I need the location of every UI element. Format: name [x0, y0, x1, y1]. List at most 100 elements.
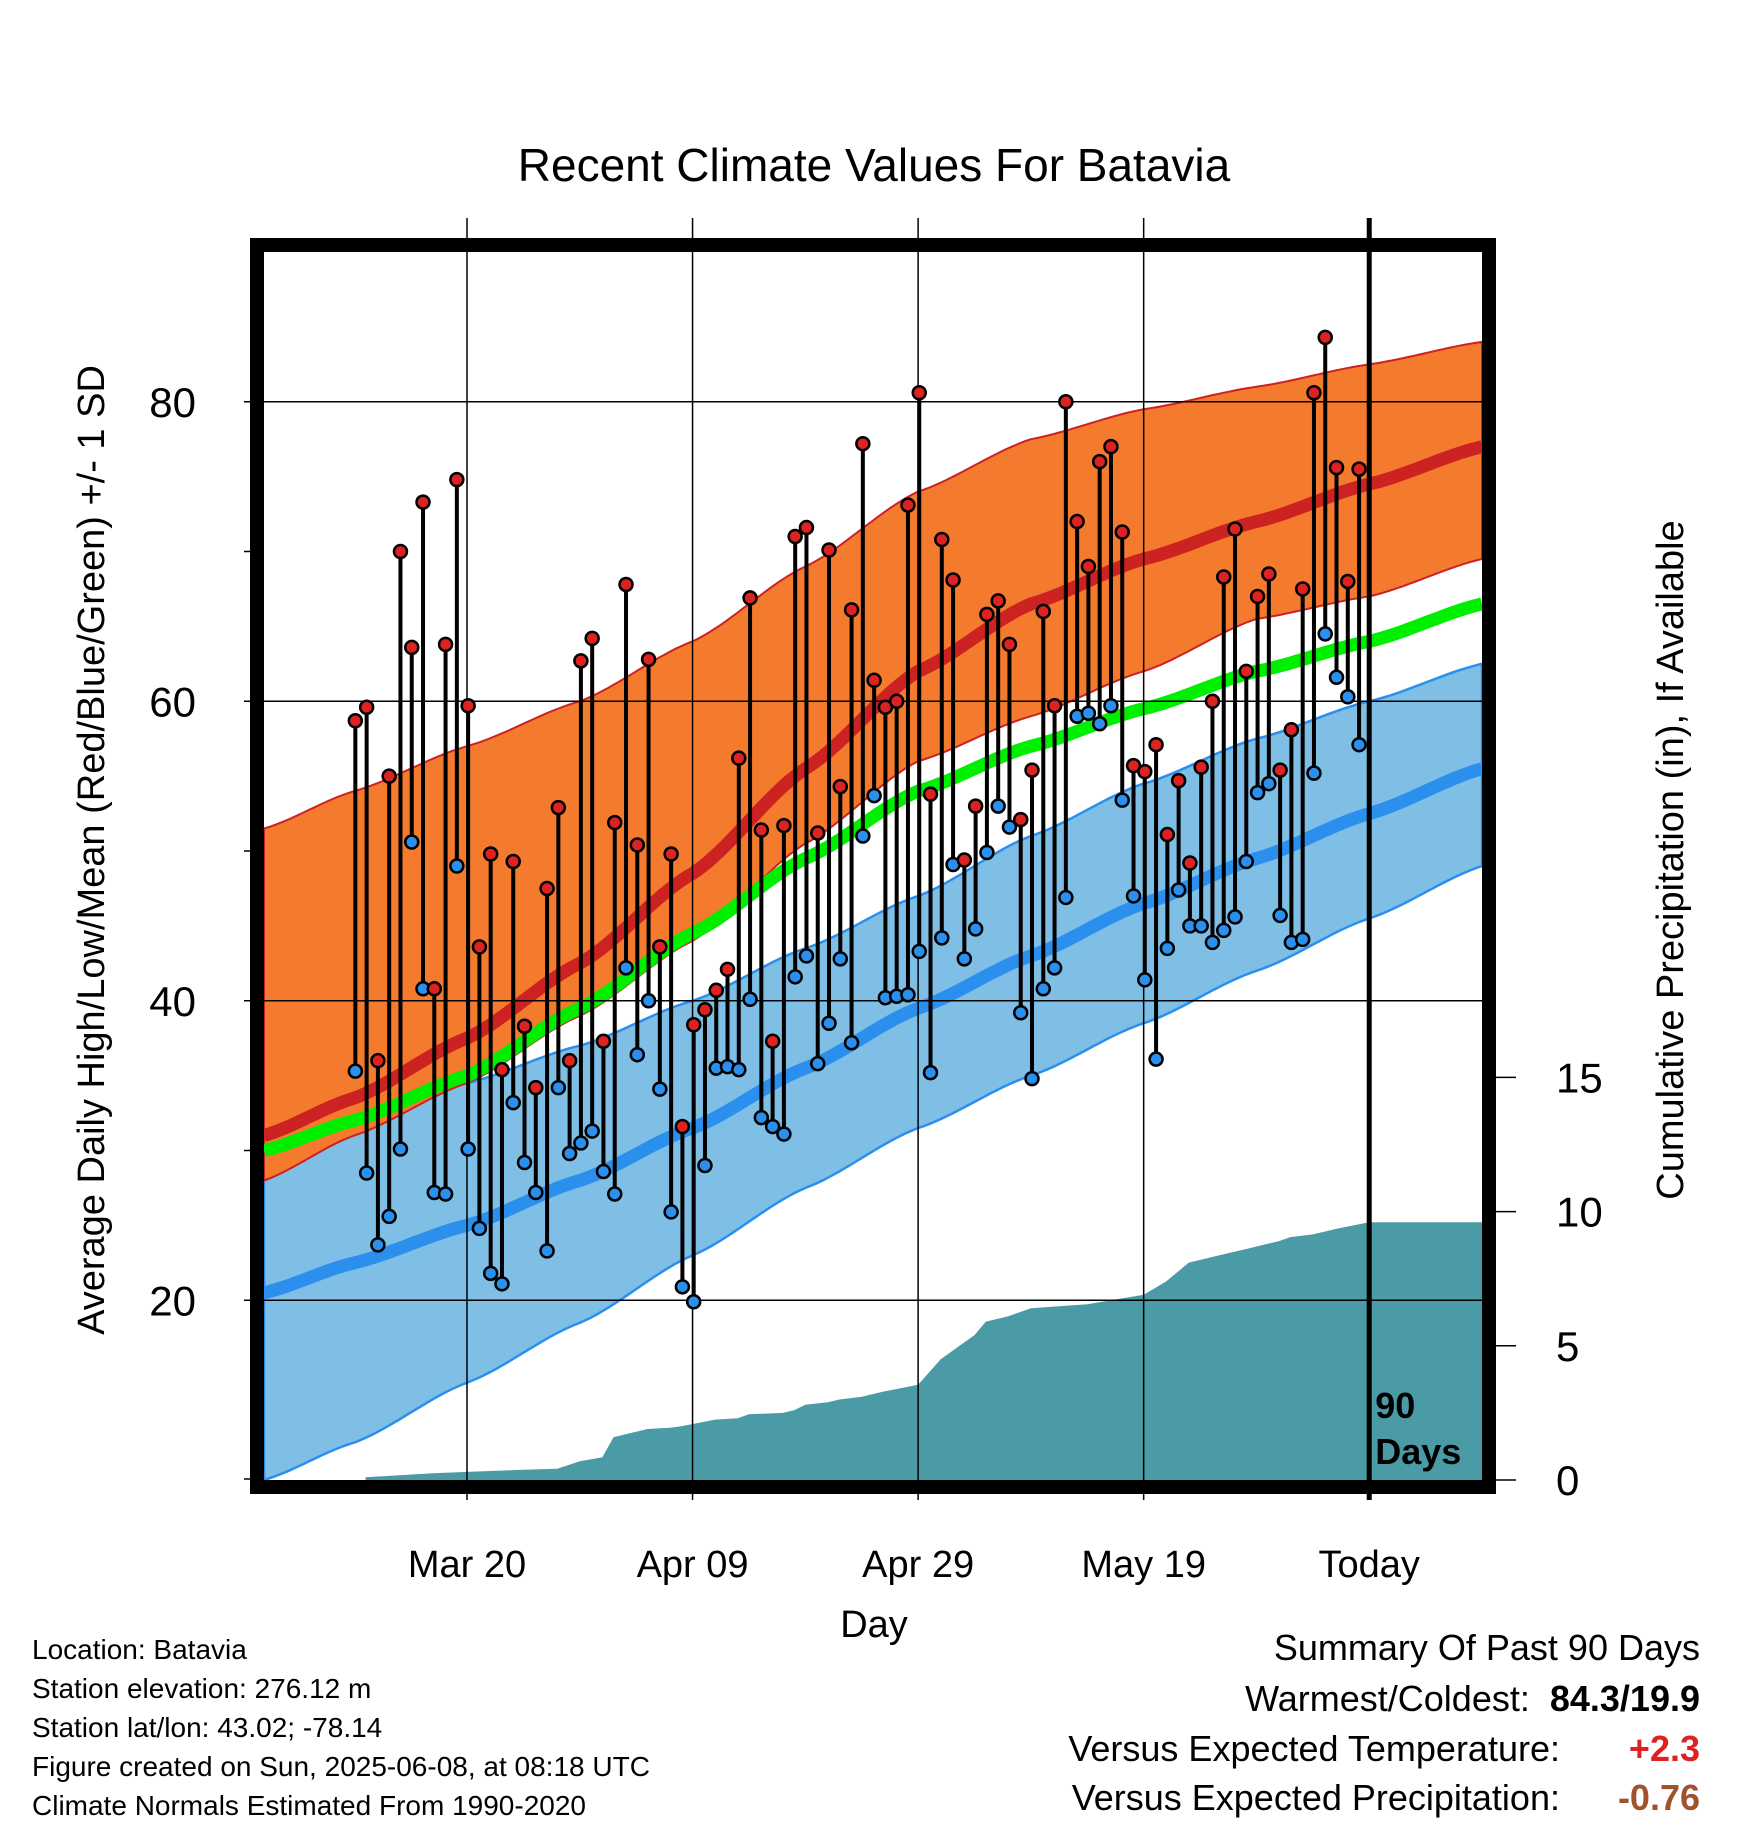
daily-high-point [821, 542, 837, 558]
daily-high-point [753, 822, 770, 838]
summary-temp-label: Versus Expected Temperature: [1068, 1728, 1560, 1769]
info-elevation: Station elevation: 276.12 m [32, 1673, 372, 1704]
chart-title: Recent Climate Values For Batavia [518, 139, 1231, 191]
daily-high-point [584, 630, 600, 647]
daily-high-point [900, 497, 916, 513]
daily-high-point [1238, 663, 1255, 680]
daily-low-point [584, 1123, 600, 1139]
daily-high-point [1080, 558, 1097, 575]
daily-high-point [776, 817, 792, 834]
daily-high-point [494, 1061, 510, 1078]
daily-low-point [764, 1118, 781, 1135]
daily-low-point [663, 1204, 679, 1220]
daily-low-point [505, 1094, 521, 1111]
daily-high-point [798, 519, 815, 536]
y2-axis-label: Cumulative Precipitation (in), If Availa… [1650, 520, 1692, 1199]
daily-low-point [1058, 889, 1074, 906]
x-tick-label: May 19 [1081, 1544, 1206, 1586]
daily-low-point [697, 1157, 713, 1174]
daily-high-point [505, 853, 521, 870]
daily-high-point [990, 593, 1006, 609]
daily-low-point [1249, 784, 1266, 801]
daily-high-point [1294, 581, 1311, 597]
y-tick-label: 40 [149, 978, 196, 1025]
daily-low-point [618, 960, 634, 976]
daily-high-point [595, 1033, 612, 1049]
daily-low-point [1001, 819, 1018, 835]
summary-warmest-label: Warmest/Coldest: [1245, 1678, 1530, 1719]
daily-low-point [573, 1135, 589, 1151]
daily-low-point [370, 1237, 386, 1253]
daily-high-point [370, 1052, 386, 1069]
daily-low-point [550, 1079, 567, 1096]
daily-low-point [629, 1046, 646, 1063]
x-tick-label: Today [1319, 1544, 1420, 1586]
daily-high-point [1351, 461, 1367, 477]
daily-high-point [866, 672, 882, 689]
daily-high-point [1272, 762, 1288, 778]
daily-low-point [1317, 626, 1333, 642]
daily-low-point [460, 1141, 476, 1157]
summary-warmest-row: Warmest/Coldest: 84.3/19.9 [1245, 1678, 1700, 1720]
daily-high-point [561, 1052, 578, 1069]
summary-title: Summary Of Past 90 Days [1273, 1627, 1700, 1668]
y-axis-label: Average Daily High/Low/Mean (Red/Blue/Gr… [71, 365, 113, 1335]
daily-high-point [471, 939, 488, 955]
daily-low-point [358, 1165, 375, 1181]
daily-high-point [1159, 826, 1176, 843]
info-location: Location: Batavia [32, 1634, 247, 1665]
daily-high-point [528, 1079, 544, 1096]
daily-high-point [539, 880, 555, 897]
daily-high-point [979, 606, 995, 623]
y2-tick-label: 10 [1556, 1189, 1603, 1236]
daily-high-point [674, 1118, 691, 1135]
daily-low-point [1159, 940, 1176, 957]
daily-low-point [1137, 972, 1153, 988]
daily-low-point [494, 1276, 510, 1292]
daily-low-point [900, 987, 916, 1003]
daily-low-point [843, 1034, 860, 1051]
daily-high-point [1227, 521, 1243, 537]
summary-precip-label: Versus Expected Precipitation: [1071, 1777, 1560, 1818]
daily-high-point [764, 1033, 781, 1049]
precip-area [365, 1222, 1482, 1480]
daily-low-point [640, 993, 657, 1009]
daily-high-point [1012, 811, 1029, 828]
daily-low-point [539, 1243, 555, 1259]
daily-low-point [1114, 792, 1130, 808]
daily-low-point [347, 1063, 364, 1079]
daily-high-point [652, 939, 668, 955]
summary-warmest-value: 84.3/19.9 [1549, 1678, 1700, 1719]
daily-low-point [832, 951, 849, 967]
daily-high-point [945, 572, 961, 588]
daily-low-point [809, 1055, 826, 1072]
daily-low-point [979, 844, 995, 861]
daily-high-point [888, 693, 905, 710]
daily-low-point [855, 828, 871, 844]
daily-high-point [967, 798, 984, 814]
daily-low-point [990, 798, 1006, 814]
daily-low-point [934, 930, 950, 946]
daily-low-point [742, 991, 758, 1008]
info-normals: Climate Normals Estimated From 1990-2020 [32, 1790, 586, 1821]
daily-high-point [1069, 513, 1085, 530]
daily-high-point [1283, 721, 1300, 738]
daily-high-point [1182, 855, 1198, 871]
daily-low-point [561, 1145, 578, 1162]
daily-low-point [776, 1126, 792, 1142]
daily-high-point [663, 846, 679, 862]
daily-high-point [550, 799, 567, 816]
daily-high-point [787, 528, 803, 545]
daily-low-point [1170, 882, 1187, 898]
daily-low-point [437, 1186, 454, 1202]
daily-low-point [1193, 918, 1209, 934]
daily-high-point [685, 1016, 702, 1033]
daily-high-point [1046, 698, 1063, 714]
daily-low-point [731, 1061, 747, 1078]
y2-tick-label: 0 [1556, 1457, 1579, 1504]
daily-low-point [595, 1163, 612, 1180]
daily-low-point [392, 1141, 409, 1157]
daily-high-point [347, 712, 364, 729]
daily-high-point [573, 653, 589, 669]
daily-high-point [1001, 636, 1018, 653]
